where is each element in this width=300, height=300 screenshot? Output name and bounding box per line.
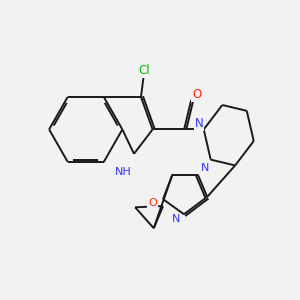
Text: O: O [192,88,201,101]
Text: N: N [201,163,209,173]
Text: Cl: Cl [139,64,150,76]
Text: N: N [172,214,180,224]
Text: N: N [195,117,203,130]
Text: NH: NH [115,167,132,177]
Text: O: O [148,198,157,208]
